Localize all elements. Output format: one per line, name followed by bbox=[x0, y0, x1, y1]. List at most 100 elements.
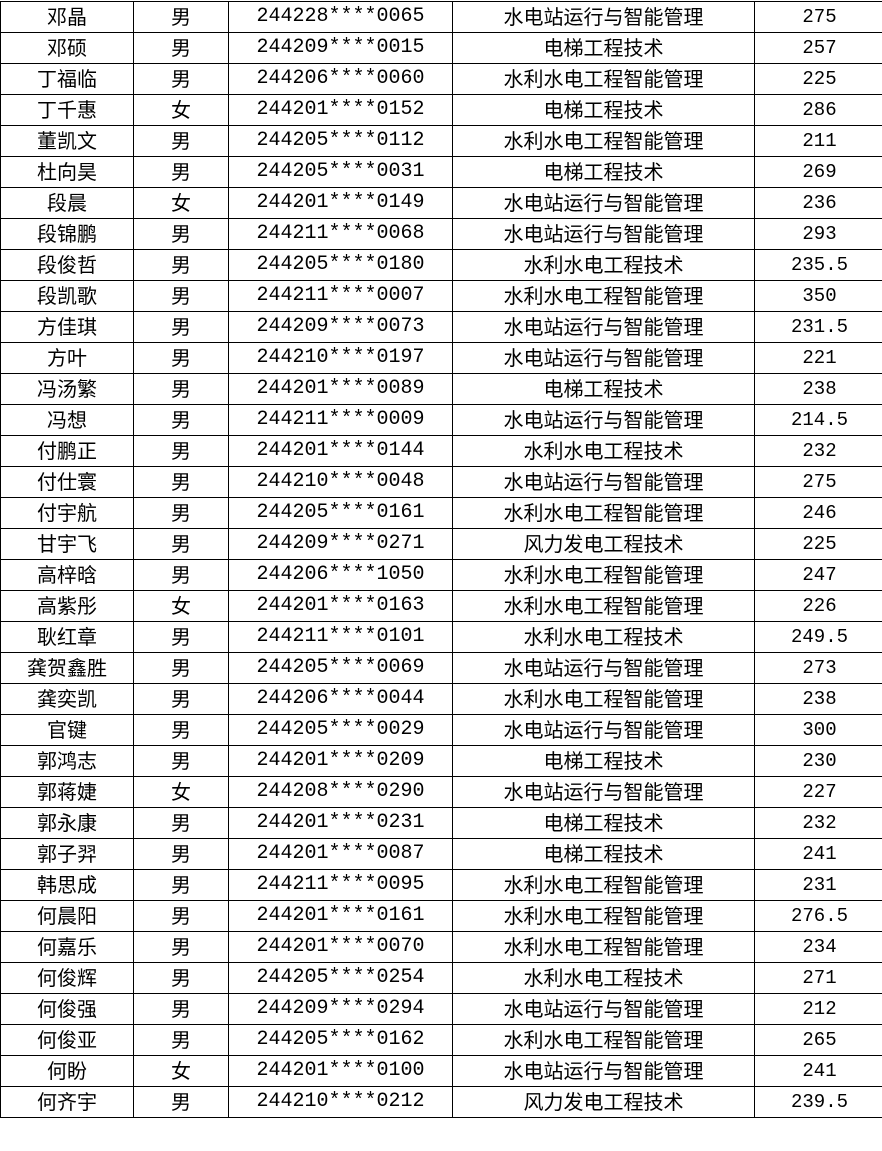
id-number-cell: 244209****0015 bbox=[228, 32, 453, 64]
gender-cell: 男 bbox=[133, 559, 229, 591]
id-number-cell: 244209****0073 bbox=[228, 311, 453, 343]
name-cell: 段俊哲 bbox=[0, 249, 134, 281]
table-row: 郭永康男 244201****0231 电梯工程技术 232 bbox=[0, 807, 882, 839]
gender-cell: 男 bbox=[133, 497, 229, 529]
score-cell: 234 bbox=[754, 931, 882, 963]
gender-cell: 男 bbox=[133, 280, 229, 312]
name-cell: 冯汤繁 bbox=[0, 373, 134, 405]
id-number-cell: 244211****0009 bbox=[228, 404, 453, 436]
major-cell: 电梯工程技术 bbox=[452, 94, 755, 126]
score-cell: 273 bbox=[754, 652, 882, 684]
score-cell: 235.5 bbox=[754, 249, 882, 281]
table-row: 付仕寰男 244210****0048 水电站运行与智能管理 275 bbox=[0, 466, 882, 498]
table-row: 冯想男 244211****0009 水电站运行与智能管理 214.5 bbox=[0, 404, 882, 436]
score-cell: 276.5 bbox=[754, 900, 882, 932]
gender-cell: 男 bbox=[133, 466, 229, 498]
score-cell: 271 bbox=[754, 962, 882, 994]
name-cell: 段凯歌 bbox=[0, 280, 134, 312]
major-cell: 风力发电工程技术 bbox=[452, 1086, 755, 1118]
table-row: 高紫彤女 244201****0163 水利水电工程智能管理 226 bbox=[0, 590, 882, 622]
name-cell: 方叶 bbox=[0, 342, 134, 374]
id-number-cell: 244201****0149 bbox=[228, 187, 453, 219]
table-row: 邓硕男 244209****0015 电梯工程技术 257 bbox=[0, 32, 882, 64]
major-cell: 水电站运行与智能管理 bbox=[452, 187, 755, 219]
name-cell: 郭子羿 bbox=[0, 838, 134, 870]
id-number-cell: 244205****0112 bbox=[228, 125, 453, 157]
score-cell: 286 bbox=[754, 94, 882, 126]
gender-cell: 男 bbox=[133, 1086, 229, 1118]
name-cell: 何俊亚 bbox=[0, 1024, 134, 1056]
gender-cell: 男 bbox=[133, 714, 229, 746]
major-cell: 水利水电工程智能管理 bbox=[452, 125, 755, 157]
major-cell: 水利水电工程智能管理 bbox=[452, 1024, 755, 1056]
name-cell: 付仕寰 bbox=[0, 466, 134, 498]
major-cell: 水利水电工程智能管理 bbox=[452, 869, 755, 901]
table-row: 段晨女 244201****0149 水电站运行与智能管理 236 bbox=[0, 187, 882, 219]
major-cell: 水利水电工程智能管理 bbox=[452, 590, 755, 622]
gender-cell: 男 bbox=[133, 1024, 229, 1056]
table-row: 杜向昊男 244205****0031 电梯工程技术 269 bbox=[0, 156, 882, 188]
id-number-cell: 244209****0271 bbox=[228, 528, 453, 560]
score-cell: 269 bbox=[754, 156, 882, 188]
table-row: 丁千惠女 244201****0152 电梯工程技术 286 bbox=[0, 94, 882, 126]
score-cell: 293 bbox=[754, 218, 882, 250]
major-cell: 电梯工程技术 bbox=[452, 373, 755, 405]
id-number-cell: 244201****0152 bbox=[228, 94, 453, 126]
name-cell: 何俊辉 bbox=[0, 962, 134, 994]
id-number-cell: 244201****0144 bbox=[228, 435, 453, 467]
major-cell: 风力发电工程技术 bbox=[452, 528, 755, 560]
name-cell: 龚贺鑫胜 bbox=[0, 652, 134, 684]
major-cell: 电梯工程技术 bbox=[452, 32, 755, 64]
gender-cell: 男 bbox=[133, 156, 229, 188]
name-cell: 邓晶 bbox=[0, 1, 134, 33]
name-cell: 龚奕凯 bbox=[0, 683, 134, 715]
name-cell: 段晨 bbox=[0, 187, 134, 219]
score-cell: 226 bbox=[754, 590, 882, 622]
name-cell: 付鹏正 bbox=[0, 435, 134, 467]
table-row: 何俊强男 244209****0294 水电站运行与智能管理 212 bbox=[0, 993, 882, 1025]
name-cell: 丁福临 bbox=[0, 63, 134, 95]
gender-cell: 男 bbox=[133, 63, 229, 95]
id-number-cell: 244206****0044 bbox=[228, 683, 453, 715]
major-cell: 水电站运行与智能管理 bbox=[452, 311, 755, 343]
table-row: 甘宇飞男 244209****0271 风力发电工程技术 225 bbox=[0, 528, 882, 560]
id-number-cell: 244210****0212 bbox=[228, 1086, 453, 1118]
major-cell: 水利水电工程智能管理 bbox=[452, 931, 755, 963]
id-number-cell: 244205****0031 bbox=[228, 156, 453, 188]
score-cell: 225 bbox=[754, 63, 882, 95]
id-number-cell: 244205****0254 bbox=[228, 962, 453, 994]
gender-cell: 男 bbox=[133, 342, 229, 374]
gender-cell: 男 bbox=[133, 807, 229, 839]
gender-cell: 男 bbox=[133, 32, 229, 64]
id-number-cell: 244201****0163 bbox=[228, 590, 453, 622]
major-cell: 水电站运行与智能管理 bbox=[452, 218, 755, 250]
name-cell: 官键 bbox=[0, 714, 134, 746]
id-number-cell: 244205****0180 bbox=[228, 249, 453, 281]
gender-cell: 男 bbox=[133, 404, 229, 436]
id-number-cell: 244211****0068 bbox=[228, 218, 453, 250]
score-cell: 231.5 bbox=[754, 311, 882, 343]
major-cell: 水利水电工程智能管理 bbox=[452, 559, 755, 591]
id-number-cell: 244210****0048 bbox=[228, 466, 453, 498]
score-cell: 230 bbox=[754, 745, 882, 777]
score-cell: 265 bbox=[754, 1024, 882, 1056]
name-cell: 何晨阳 bbox=[0, 900, 134, 932]
score-cell: 238 bbox=[754, 683, 882, 715]
id-number-cell: 244205****0029 bbox=[228, 714, 453, 746]
table-row: 何盼女 244201****0100 水电站运行与智能管理 241 bbox=[0, 1055, 882, 1087]
major-cell: 水利水电工程智能管理 bbox=[452, 63, 755, 95]
gender-cell: 男 bbox=[133, 218, 229, 250]
table-row: 邓晶男 244228****0065 水电站运行与智能管理 275 bbox=[0, 1, 882, 33]
table-row: 龚奕凯男 244206****0044 水利水电工程智能管理 238 bbox=[0, 683, 882, 715]
gender-cell: 男 bbox=[133, 621, 229, 653]
gender-cell: 男 bbox=[133, 683, 229, 715]
name-cell: 高紫彤 bbox=[0, 590, 134, 622]
table-row: 耿红章男 244211****0101 水利水电工程技术 249.5 bbox=[0, 621, 882, 653]
score-cell: 231 bbox=[754, 869, 882, 901]
id-number-cell: 244201****0070 bbox=[228, 931, 453, 963]
table-row: 丁福临男 244206****0060 水利水电工程智能管理 225 bbox=[0, 63, 882, 95]
name-cell: 何嘉乐 bbox=[0, 931, 134, 963]
score-cell: 246 bbox=[754, 497, 882, 529]
table-row: 韩思成男 244211****0095 水利水电工程智能管理 231 bbox=[0, 869, 882, 901]
name-cell: 何俊强 bbox=[0, 993, 134, 1025]
